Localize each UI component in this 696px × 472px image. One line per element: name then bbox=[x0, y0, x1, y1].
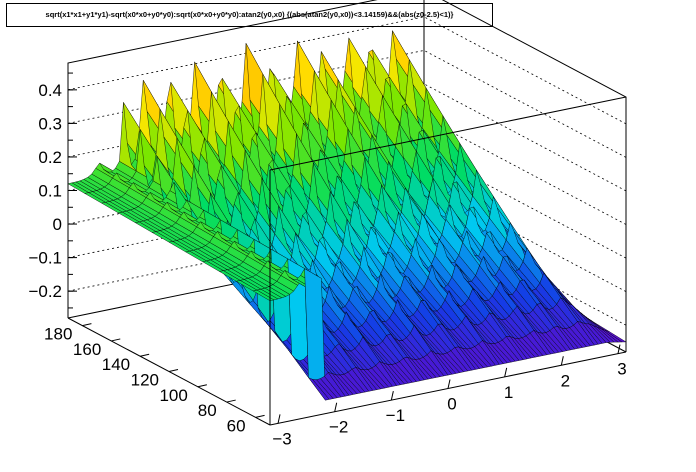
z-gridline bbox=[67, 49, 627, 158]
chart-title: sqrt(x1*x1+y1*y1)-sqrt(x0*x0+y0*y0):sqrt… bbox=[6, 3, 493, 27]
y-tick-label: 140 bbox=[102, 355, 130, 374]
y-tick bbox=[140, 353, 150, 357]
x-tick bbox=[277, 414, 281, 424]
y-tick bbox=[255, 414, 265, 418]
x-tick bbox=[560, 356, 564, 366]
y-tick bbox=[82, 323, 92, 327]
y-tick bbox=[226, 399, 236, 403]
surface-cell bbox=[605, 330, 627, 343]
x-tick bbox=[504, 367, 508, 377]
y-tick bbox=[168, 369, 179, 372]
z-tick-label: −0.1 bbox=[28, 249, 62, 268]
x-tick-label: 0 bbox=[447, 395, 456, 414]
z-tick-label: 0.4 bbox=[38, 81, 62, 100]
z-tick-label: 0.1 bbox=[38, 182, 62, 201]
x-tick-label: −3 bbox=[272, 429, 291, 448]
x-tick bbox=[334, 402, 338, 412]
y-tick bbox=[197, 384, 207, 388]
x-tick bbox=[447, 379, 451, 389]
y-tick bbox=[111, 338, 121, 342]
y-tick-label: 160 bbox=[73, 340, 101, 359]
z-tick-label: −0.2 bbox=[28, 282, 62, 301]
y-tick-label: 120 bbox=[131, 371, 159, 390]
x-tick-label: −2 bbox=[329, 418, 348, 437]
y-tick-label: 60 bbox=[227, 416, 246, 435]
z-tick-label: 0 bbox=[53, 215, 62, 234]
y-tick-label: 80 bbox=[198, 401, 217, 420]
x-tick-label: 2 bbox=[561, 371, 570, 390]
x-tick-label: −1 bbox=[386, 406, 405, 425]
y-tick-label: 100 bbox=[159, 386, 187, 405]
z-gridline bbox=[67, 16, 627, 125]
z-tick-label: 0.3 bbox=[38, 114, 62, 133]
x-tick-label: 3 bbox=[617, 360, 626, 379]
x-tick bbox=[390, 391, 394, 401]
x-tick-label: 1 bbox=[504, 383, 513, 402]
y-tick-label: 180 bbox=[44, 325, 72, 344]
z-tick-label: 0.2 bbox=[38, 148, 62, 167]
x-tick bbox=[617, 344, 621, 354]
box-top-front-edge bbox=[269, 96, 627, 171]
